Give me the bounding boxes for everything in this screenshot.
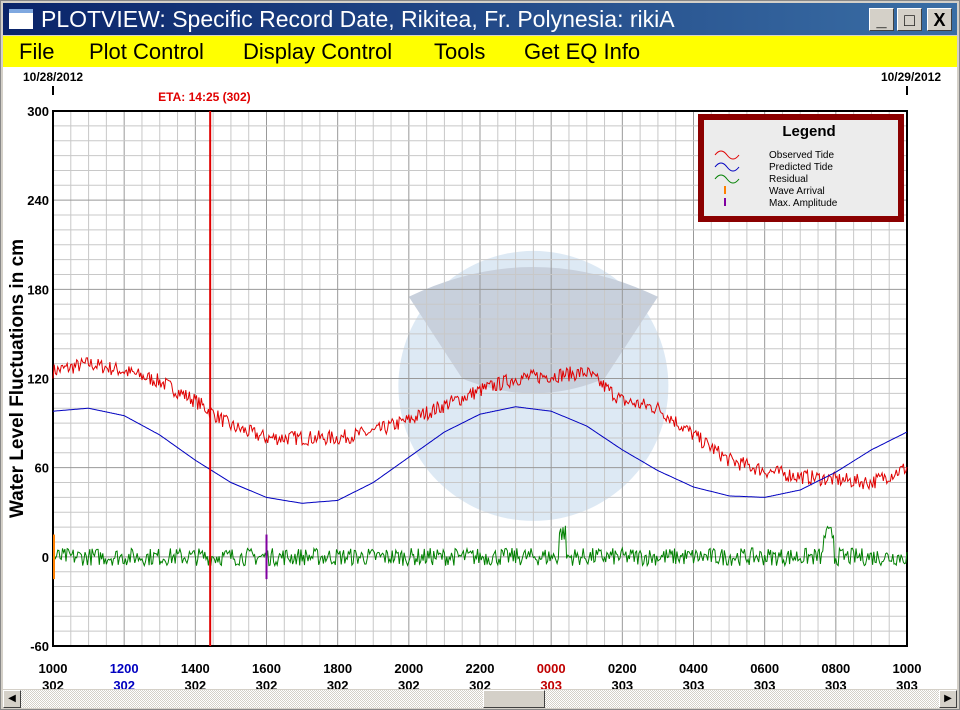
legend-swatch-icon xyxy=(714,150,740,160)
y-tick-label: 60 xyxy=(35,461,49,476)
series-predicted-tide xyxy=(52,406,908,504)
legend-item: Observed Tide xyxy=(769,150,834,161)
scroll-thumb[interactable] xyxy=(483,690,545,708)
legend-title: Legend xyxy=(782,123,835,140)
x-tick-time: 0000 xyxy=(537,661,566,676)
x-tick-time: 1600 xyxy=(252,661,281,676)
x-tick-day: 303 xyxy=(683,678,705,689)
x-tick-time: 0800 xyxy=(821,661,850,676)
plot-area: 300 240 180 120 60 0 -60 Water Level Fluctuatio… xyxy=(3,67,957,689)
tide-chart: 300 240 180 120 60 0 -60 Water Level Fluctuatio… xyxy=(7,70,941,689)
x-tick-day: 302 xyxy=(113,678,135,689)
legend-item: Predicted Tide xyxy=(769,162,833,173)
x-tick-time: 1000 xyxy=(893,661,922,676)
x-tick-day: 303 xyxy=(611,678,633,689)
y-tick-label: 120 xyxy=(27,372,49,387)
date-right: 10/29/2012 xyxy=(881,70,941,84)
legend-box xyxy=(698,114,904,222)
x-tick-time: 1000 xyxy=(39,661,68,676)
x-tick-day: 302 xyxy=(398,678,420,689)
y-tick-label: 300 xyxy=(27,104,49,119)
legend-swatch-icon xyxy=(714,174,740,184)
x-tick-time: 2000 xyxy=(394,661,423,676)
x-tick-day: 302 xyxy=(327,678,349,689)
legend-item: Wave Arrival xyxy=(769,186,825,197)
scroll-right-arrow-icon[interactable]: ▶ xyxy=(939,690,957,708)
close-button[interactable]: X xyxy=(927,8,952,31)
eta-label: ETA: 14:25 (302) xyxy=(158,90,250,104)
scroll-left-arrow-icon[interactable]: ◀ xyxy=(3,690,21,708)
date-left: 10/28/2012 xyxy=(23,70,83,84)
x-tick-day: 302 xyxy=(469,678,491,689)
maximize-button[interactable]: □ xyxy=(897,8,922,31)
x-tick-day: 303 xyxy=(896,678,918,689)
series-observed-tide xyxy=(52,356,908,491)
x-tick-day: 303 xyxy=(540,678,562,689)
minimize-button[interactable]: _ xyxy=(869,8,894,31)
x-tick-time: 0200 xyxy=(608,661,637,676)
x-tick-time: 0400 xyxy=(679,661,708,676)
x-tick-time: 2200 xyxy=(466,661,495,676)
menu-plot-control[interactable]: Plot Control xyxy=(89,39,204,64)
window-title: PLOTVIEW: Specific Record Date, Rikitea,… xyxy=(41,6,675,32)
y-tick-label: 240 xyxy=(27,193,49,208)
x-tick-day: 303 xyxy=(754,678,776,689)
x-tick-day: 302 xyxy=(42,678,64,689)
series-residual xyxy=(52,525,908,568)
window-icon xyxy=(9,9,33,29)
x-tick-time: 0600 xyxy=(750,661,779,676)
title-bar: PLOTVIEW: Specific Record Date, Rikitea,… xyxy=(3,3,957,35)
menu-display-control[interactable]: Display Control xyxy=(243,39,393,64)
menu-tools[interactable]: Tools xyxy=(434,39,486,64)
legend-item: Max. Amplitude xyxy=(769,198,838,209)
menu-get-eq-info[interactable]: Get EQ Info xyxy=(524,39,641,64)
y-tick-label: 0 xyxy=(42,550,49,565)
menu-bar: File Plot Control Display Control Tools … xyxy=(3,36,957,67)
y-tick-label: 180 xyxy=(27,282,49,297)
y-tick-label: -60 xyxy=(30,639,49,654)
x-tick-day: 302 xyxy=(184,678,206,689)
x-tick-day: 303 xyxy=(825,678,847,689)
x-tick-time: 1800 xyxy=(323,661,352,676)
x-tick-day: 302 xyxy=(256,678,278,689)
menu-file[interactable]: File xyxy=(19,39,55,64)
horizontal-scrollbar[interactable]: ◀ ▶ xyxy=(3,690,957,708)
y-axis-label: Water Level Fluctuations in cm xyxy=(7,239,28,518)
x-tick-time: 1400 xyxy=(181,661,210,676)
x-tick-time: 1200 xyxy=(110,661,139,676)
legend-item: Residual xyxy=(769,174,808,185)
legend-swatch-icon xyxy=(714,162,740,172)
